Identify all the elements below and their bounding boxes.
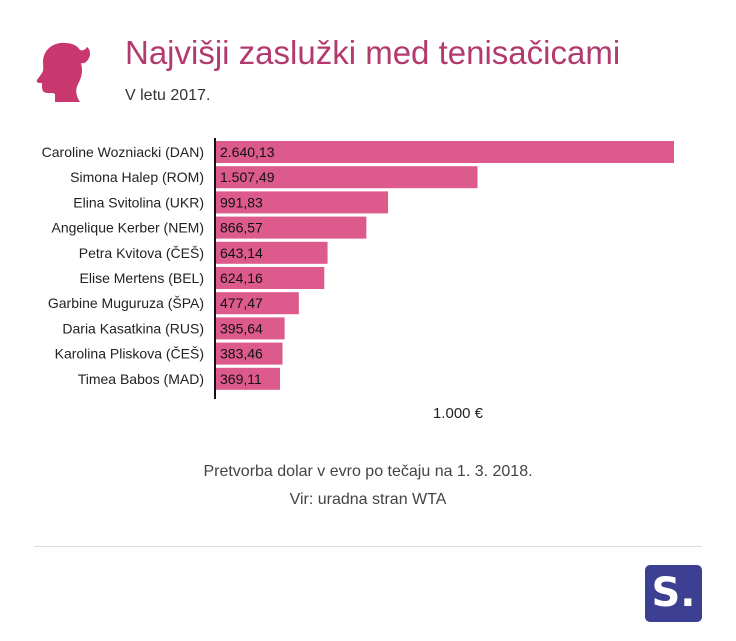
chart-subtitle: V letu 2017. xyxy=(125,87,211,104)
footnote-source: Vir: uradna stran WTA xyxy=(289,491,447,508)
bar xyxy=(216,241,328,264)
bar xyxy=(216,342,283,365)
value-label: 866,57 xyxy=(220,220,263,236)
x-axis-unit-label: 1.000 € xyxy=(433,405,484,422)
value-label: 395,64 xyxy=(220,320,263,336)
category-label: Angelique Kerber (NEM) xyxy=(51,220,204,236)
category-label: Daria Kasatkina (RUS) xyxy=(62,320,204,336)
category-label: Elina Svitolina (UKR) xyxy=(73,194,204,210)
footnote-conversion: Pretvorba dolar v evro po tečaju na 1. 3… xyxy=(203,463,533,480)
divider xyxy=(34,546,702,547)
value-label: 383,46 xyxy=(220,346,263,362)
bar xyxy=(216,191,389,214)
sioljnet-logo: S. xyxy=(645,565,702,622)
bar xyxy=(216,267,325,289)
value-label: 624,16 xyxy=(220,270,263,286)
chart-title: Najvišji zaslužki med tenisačicami xyxy=(125,34,621,71)
bar xyxy=(216,367,281,390)
category-label: Karolina Pliskova (ČEŠ) xyxy=(55,346,204,362)
value-label: 369,11 xyxy=(220,371,262,387)
category-label: Caroline Wozniacki (DAN) xyxy=(42,144,204,160)
value-label: 2.640,13 xyxy=(220,144,275,160)
bar xyxy=(216,317,285,340)
category-label: Timea Babos (MAD) xyxy=(78,371,204,387)
category-label: Elise Mertens (BEL) xyxy=(80,270,204,286)
value-label: 477,47 xyxy=(220,295,263,311)
bar-chart: Caroline Wozniacki (DAN) 2.640,13 Simona H… xyxy=(42,138,674,422)
category-label: Petra Kvitova (ČEŠ) xyxy=(79,245,204,261)
woman-silhouette-icon xyxy=(34,40,94,102)
value-label: 1.507,49 xyxy=(220,169,275,185)
category-label: Simona Halep (ROM) xyxy=(70,169,204,185)
bar xyxy=(216,141,674,163)
category-label: Garbine Muguruza (ŠPA) xyxy=(48,295,204,311)
bar xyxy=(216,216,367,239)
value-label: 643,14 xyxy=(220,245,263,261)
bar xyxy=(216,166,478,189)
bar xyxy=(216,292,299,315)
value-label: 991,83 xyxy=(220,194,263,210)
